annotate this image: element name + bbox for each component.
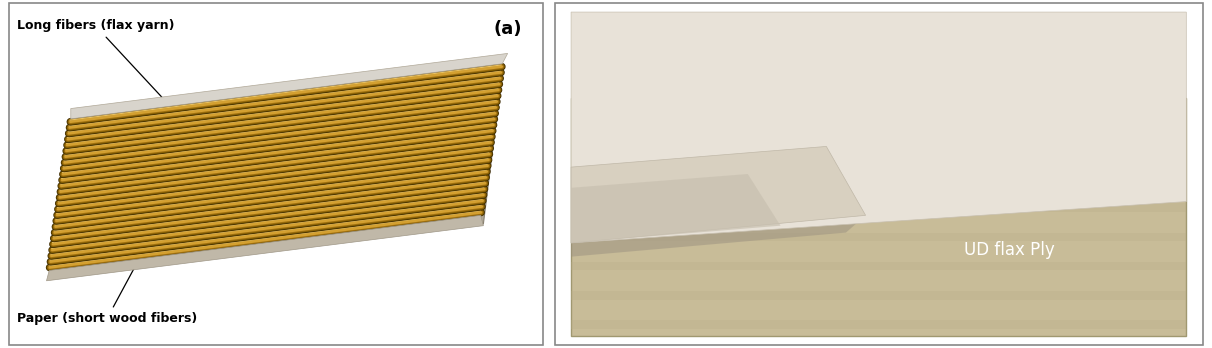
- Polygon shape: [571, 12, 1187, 243]
- Bar: [571, 145, 1187, 153]
- Bar: [571, 232, 1187, 241]
- Bar: [571, 262, 1187, 270]
- Polygon shape: [52, 66, 503, 279]
- Text: (b): (b): [590, 15, 621, 33]
- Polygon shape: [571, 174, 781, 243]
- Polygon shape: [571, 215, 865, 257]
- Text: Long fibers (flax yarn): Long fibers (flax yarn): [17, 19, 191, 129]
- Polygon shape: [571, 98, 1187, 336]
- Bar: [571, 291, 1187, 300]
- Polygon shape: [50, 64, 502, 270]
- Polygon shape: [70, 54, 508, 119]
- Bar: [571, 116, 1187, 124]
- Text: (a): (a): [493, 20, 522, 38]
- Text: Paper Ply: Paper Ply: [905, 89, 983, 107]
- Bar: [571, 203, 1187, 212]
- Bar: [571, 321, 1187, 329]
- Polygon shape: [571, 147, 865, 243]
- Text: Paper (short wood fibers): Paper (short wood fibers): [17, 229, 198, 325]
- Text: UD flax Ply: UD flax Ply: [965, 241, 1054, 259]
- Bar: [571, 174, 1187, 183]
- Polygon shape: [46, 215, 484, 281]
